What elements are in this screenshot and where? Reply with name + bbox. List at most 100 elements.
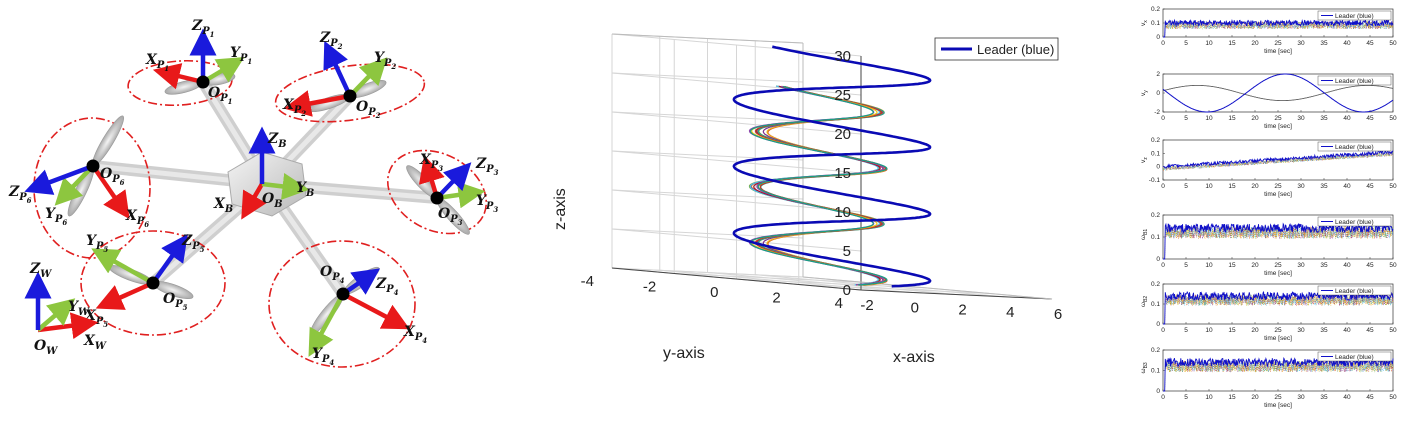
y-label-P2: YP2 bbox=[374, 50, 396, 71]
z-tick-label: 10 bbox=[834, 204, 851, 221]
leader-line bbox=[1163, 18, 1394, 38]
x-tick-label: 50 bbox=[1389, 262, 1397, 269]
x-tick-label: 5 bbox=[1184, 327, 1188, 334]
z-tick-label: 5 bbox=[843, 243, 851, 260]
x-tick-label: 25 bbox=[1274, 327, 1282, 334]
x-axis-label: time [sec] bbox=[1264, 335, 1292, 342]
panel-6: 0 0.1 0.2 0 5 10 15 20 25 30 35 40 45 50 time [sec] ωB3… bbox=[1140, 347, 1397, 409]
x-tick-label: 50 bbox=[1389, 394, 1397, 401]
y-axis-label: vy bbox=[1140, 90, 1149, 96]
x-tick-label: 45 bbox=[1366, 262, 1374, 269]
world-origin-label: OW bbox=[34, 338, 58, 357]
y-tick-label: 0.1 bbox=[1151, 301, 1160, 308]
y-tick-label: 0 bbox=[1156, 34, 1160, 41]
x-tick-label: 15 bbox=[1228, 115, 1236, 122]
z-label-P1: ZP1 bbox=[191, 18, 214, 39]
x-tick-label: 50 bbox=[1389, 183, 1397, 190]
y-axis-label: ωB3 bbox=[1140, 362, 1149, 373]
y-axis-arrow-P2 bbox=[348, 57, 388, 98]
x-tick-label: 30 bbox=[1297, 394, 1305, 401]
x-axis-label: time [sec] bbox=[1264, 123, 1292, 130]
follower-line bbox=[1163, 225, 1394, 260]
y-tick-label: -4 bbox=[581, 273, 594, 290]
box-edge bbox=[611, 33, 804, 44]
y-tick-label: 0 bbox=[1156, 256, 1160, 263]
x-tick-label: 40 bbox=[1343, 40, 1351, 47]
x-label-P3: XP3 bbox=[419, 152, 443, 173]
legend-label: Leader (blue) bbox=[1335, 288, 1374, 295]
x-tick-label: 5 bbox=[1184, 262, 1188, 269]
legend-box bbox=[1317, 351, 1392, 362]
y-tick-label: 0.1 bbox=[1151, 368, 1160, 375]
legend-box bbox=[934, 37, 1059, 61]
x-tick-label: 20 bbox=[1251, 183, 1259, 190]
x-tick-label: 25 bbox=[1274, 183, 1282, 190]
y-tick-label: 0.2 bbox=[1151, 137, 1160, 144]
y-axis-label: ωB1 bbox=[1140, 229, 1149, 240]
legend-label: Leader (blue) bbox=[1335, 13, 1374, 20]
x-tick-label: 25 bbox=[1274, 394, 1282, 401]
follower-line bbox=[1162, 84, 1394, 102]
y-tick-label: 2 bbox=[1156, 71, 1160, 78]
x-axis-arrow-P2 bbox=[283, 90, 351, 117]
rotor-circle-6 bbox=[33, 117, 151, 259]
z-tick-label: 30 bbox=[834, 48, 851, 65]
x-axis-label: time [sec] bbox=[1264, 191, 1292, 198]
leader-line bbox=[1162, 150, 1394, 169]
z-label-P3: ZP3 bbox=[475, 156, 499, 177]
x-tick-label: 20 bbox=[1251, 115, 1259, 122]
x-tick-label: 15 bbox=[1228, 327, 1236, 334]
grid-line bbox=[611, 111, 862, 135]
x-tick-label: 30 bbox=[1297, 327, 1305, 334]
x-tick-label: 2 bbox=[958, 302, 966, 319]
y-tick-label: 0 bbox=[1156, 164, 1160, 171]
x-tick-label: 25 bbox=[1274, 262, 1282, 269]
y-tick-label: 2 bbox=[772, 290, 780, 307]
x-tick-label: 45 bbox=[1366, 40, 1374, 47]
grid-line bbox=[798, 284, 990, 294]
y-label-P1: YP1 bbox=[230, 45, 252, 66]
axis-line bbox=[611, 267, 862, 291]
y-tick-label: 4 bbox=[835, 295, 843, 312]
x-tick-label: 45 bbox=[1366, 394, 1374, 401]
follower-line bbox=[1163, 20, 1394, 38]
x-tick-label: 40 bbox=[1343, 115, 1351, 122]
z-axis-arrow-P6 bbox=[24, 163, 94, 195]
x-tick-label: 25 bbox=[1274, 40, 1282, 47]
origin-dot-P4 bbox=[336, 287, 350, 301]
legend-box bbox=[1317, 10, 1392, 21]
x-tick-label: 0 bbox=[1161, 183, 1165, 190]
x-tick-label: 45 bbox=[1366, 115, 1374, 122]
legend-label: Leader (blue) bbox=[1335, 219, 1374, 226]
y-label-P4: YP4 bbox=[312, 346, 334, 367]
x-axis-arrow-P6 bbox=[91, 164, 130, 220]
grid-line bbox=[611, 72, 862, 96]
x-axis-label: x-axis bbox=[893, 349, 935, 366]
y-tick-label: 0.2 bbox=[1151, 212, 1160, 219]
panel-5: 0 0.1 0.2 0 5 10 15 20 25 30 35 40 45 50 time [sec] ωB2… bbox=[1140, 281, 1397, 342]
y-axis-label: vz bbox=[1140, 157, 1149, 163]
x-tick-label: 6 bbox=[1054, 306, 1062, 323]
z-label-P4: ZP4 bbox=[375, 276, 399, 297]
x-tick-label: 0 bbox=[911, 299, 919, 316]
x-label-P1: XP1 bbox=[145, 52, 169, 73]
rotor-circle-5 bbox=[80, 230, 226, 336]
world-x-label: XW bbox=[83, 333, 107, 352]
grid-line bbox=[611, 150, 862, 174]
y-axis-arrow-P4 bbox=[308, 292, 345, 357]
body-z-label: ZB bbox=[267, 131, 287, 150]
x-tick-label: 15 bbox=[1228, 40, 1236, 47]
x-tick-label: 35 bbox=[1320, 40, 1328, 47]
trajectory-curves bbox=[732, 45, 932, 288]
y-tick-label: 0.1 bbox=[1151, 234, 1160, 241]
origin-label-P1: OP1 bbox=[208, 85, 232, 106]
z-label-P6: ZP6 bbox=[8, 184, 32, 205]
x-tick-label: 0 bbox=[1161, 115, 1165, 122]
y-axis-label: vx bbox=[1140, 20, 1149, 26]
x-tick-label: 15 bbox=[1228, 262, 1236, 269]
rotor-circle-3 bbox=[386, 149, 488, 235]
x-tick-label: 15 bbox=[1228, 394, 1236, 401]
